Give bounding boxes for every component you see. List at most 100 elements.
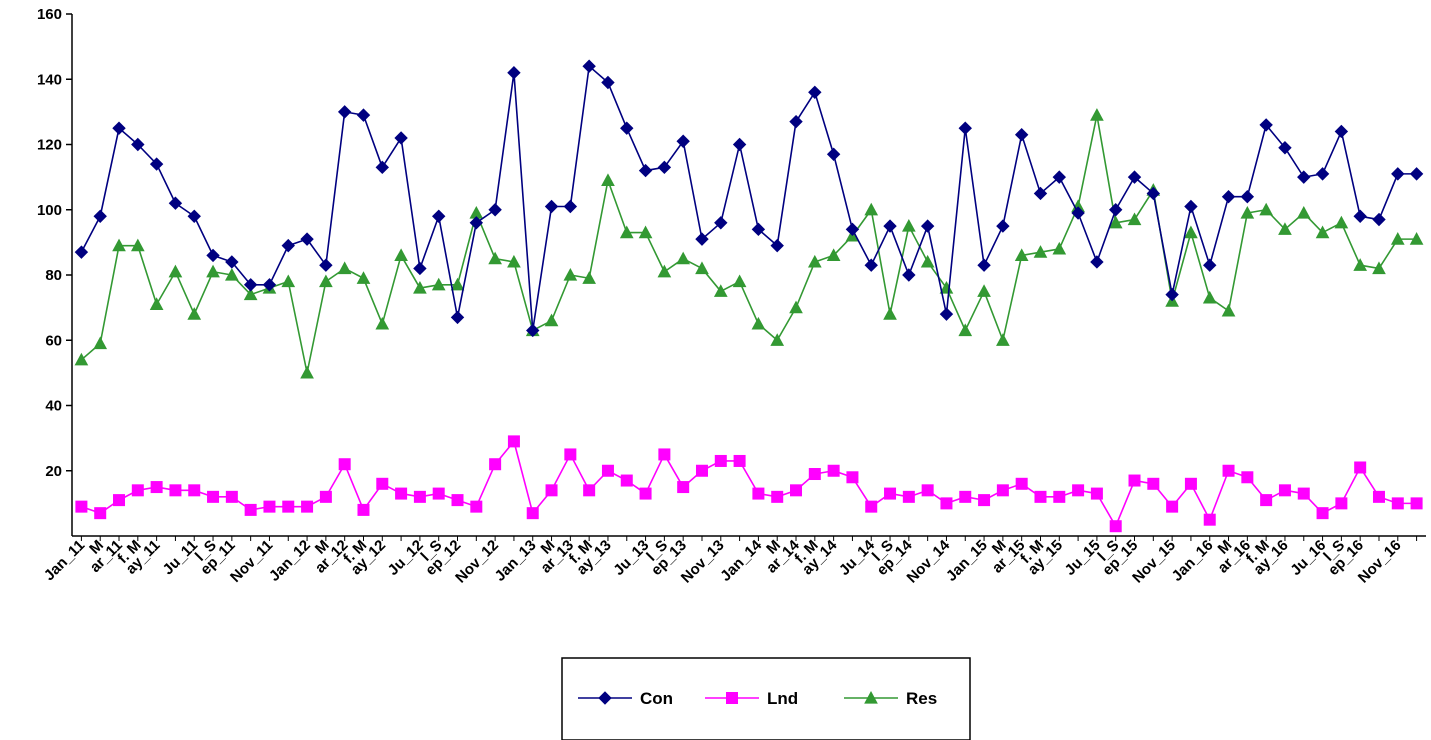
data-point-res: [770, 333, 785, 346]
data-point-lnd: [1372, 490, 1385, 503]
legend-item-con: Con: [578, 689, 673, 708]
data-point-lnd: [658, 448, 671, 461]
data-point-res: [413, 280, 427, 294]
data-point-res: [1296, 205, 1311, 219]
data-point-lnd: [526, 507, 539, 520]
y-tick-label: 160: [37, 6, 62, 23]
legend-box: [561, 657, 971, 740]
data-point-res: [74, 352, 89, 366]
x-tick-label: Jan_14: [717, 536, 765, 584]
data-point-lnd: [733, 454, 746, 467]
data-point-lnd: [865, 500, 878, 513]
x-tick-label: Jan_12: [266, 537, 314, 585]
data-point-lnd: [451, 494, 464, 507]
data-point-con: [1146, 186, 1161, 201]
data-point-con: [187, 209, 201, 223]
data-point-con: [93, 209, 107, 223]
data-point-con: [74, 245, 89, 259]
data-point-res: [676, 251, 691, 265]
data-point-res: [187, 307, 202, 320]
data-point-lnd: [884, 487, 897, 500]
data-point-res: [1409, 232, 1424, 245]
data-point-lnd: [338, 458, 351, 471]
x-tick-label: Jan_15: [943, 537, 991, 585]
data-point-res: [1052, 241, 1067, 255]
data-point-res: [450, 277, 465, 291]
data-point-con: [413, 261, 427, 276]
data-point-con: [883, 219, 897, 233]
data-point-con: [676, 134, 690, 148]
data-point-res: [958, 323, 973, 337]
data-point-res: [582, 271, 596, 284]
data-point-lnd: [846, 471, 859, 484]
data-point-con: [1071, 206, 1085, 220]
data-point-lnd: [301, 500, 314, 513]
x-tick-label: Jan_13: [492, 537, 540, 585]
data-point-con: [1109, 203, 1123, 217]
legend-item-res: Res: [844, 689, 937, 708]
axes: 20 40 60 80 100 120 140 160: [37, 6, 1426, 541]
data-point-con: [450, 310, 465, 325]
data-point-lnd: [1222, 464, 1235, 477]
data-point-res: [601, 173, 615, 186]
data-point-con: [996, 219, 1010, 233]
data-point-lnd: [282, 500, 295, 513]
data-point-lnd: [827, 464, 840, 477]
data-point-lnd: [1241, 471, 1254, 484]
data-point-res: [902, 219, 916, 232]
x-tick-label: Ju_11: [160, 537, 202, 579]
x-tick-label: Ju_13: [610, 537, 652, 579]
y-tick-label: 40: [45, 398, 62, 415]
data-point-lnd: [357, 503, 370, 516]
data-point-res: [1033, 245, 1048, 258]
data-point-lnd: [413, 490, 426, 503]
y-tick-label: 140: [37, 71, 62, 88]
data-point-lnd: [244, 503, 257, 516]
data-point-res: [1127, 212, 1142, 226]
data-point-lnd: [263, 500, 276, 513]
data-point-lnd: [1090, 487, 1103, 500]
data-point-res: [695, 261, 709, 275]
data-point-res: [225, 267, 239, 281]
data-point-con: [939, 307, 954, 321]
x-tick-label: Jan_16: [1169, 537, 1217, 585]
data-point-con: [695, 232, 709, 246]
data-point-res: [337, 261, 352, 275]
y-tick-label: 100: [37, 202, 62, 219]
data-point-res: [130, 238, 145, 252]
data-point-lnd: [1072, 484, 1085, 497]
data-point-con: [149, 157, 164, 171]
data-point-lnd: [225, 490, 238, 503]
data-point-res: [1221, 303, 1236, 317]
series-layer: [74, 59, 1424, 533]
y-tick-label: 20: [45, 463, 62, 480]
data-point-lnd: [601, 464, 614, 477]
data-point-res: [864, 202, 879, 216]
data-point-lnd: [714, 454, 727, 467]
data-point-lnd: [1034, 490, 1047, 503]
legend-marker: [598, 691, 612, 705]
data-point-res: [93, 336, 108, 350]
series-con: [74, 59, 1424, 338]
data-point-lnd: [169, 484, 182, 497]
data-point-con: [507, 66, 521, 80]
data-point-lnd: [921, 484, 934, 497]
data-point-lnd: [978, 494, 991, 507]
x-tick-label: Ju_15: [1062, 537, 1104, 579]
data-point-lnd: [470, 500, 483, 513]
data-point-lnd: [432, 487, 445, 500]
data-point-con: [526, 323, 540, 338]
data-point-lnd: [376, 477, 389, 490]
data-point-con: [826, 147, 841, 161]
data-point-con: [356, 108, 371, 122]
data-point-res: [507, 254, 521, 268]
data-point-con: [864, 258, 878, 272]
data-point-con: [657, 160, 672, 175]
data-point-lnd: [395, 487, 408, 500]
data-point-res: [394, 248, 408, 262]
data-point-con: [1353, 209, 1367, 223]
data-point-con: [845, 222, 860, 237]
data-point-lnd: [1053, 490, 1066, 503]
